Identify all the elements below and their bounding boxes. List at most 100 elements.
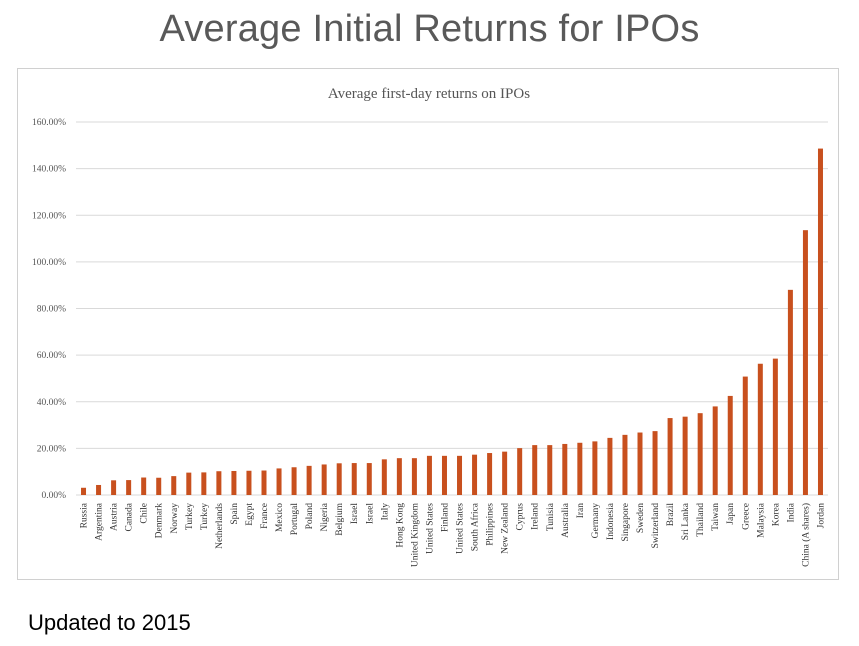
bar [276,468,282,495]
y-tick-label: 60.00% [37,351,66,361]
bar [502,451,508,495]
bar [757,363,763,495]
y-tick-label: 120.00% [32,211,66,221]
bar [291,467,297,495]
bar [457,455,463,495]
bar [81,487,87,495]
x-tick-label: Belgium [335,502,345,535]
x-tick-label: Australia [561,502,571,538]
x-tick-label: Italy [380,503,390,521]
bar [577,442,583,495]
x-tick-label: United Kingdom [410,502,420,567]
bar [426,455,432,495]
bar [126,480,132,495]
bar [622,434,628,495]
bar [547,445,553,495]
bar [441,455,447,495]
bar [336,463,342,495]
x-tick-label: Korea [771,502,781,526]
bar [607,437,613,495]
x-tick-label: Hong Kong [395,503,405,548]
x-tick-label: Switzerland [651,503,661,549]
x-tick-label: Portugal [290,503,300,536]
x-tick-label: Indonesia [606,502,616,540]
x-tick-label: Turkey [200,503,210,530]
bar [366,463,372,495]
bar [111,480,117,495]
y-tick-label: 160.00% [32,118,66,128]
x-tick-label: Russia [80,502,90,528]
bar [787,289,793,495]
y-tick-label: 20.00% [37,444,66,454]
bar [141,477,147,495]
bar [742,376,748,495]
x-tick-label: Malaysia [756,502,766,538]
x-tick-label: Austria [110,502,120,531]
bar [216,471,222,495]
bar [772,358,778,495]
footnote: Updated to 2015 [28,610,191,635]
x-tick-label: Tunisia [546,502,556,531]
bar [652,431,658,495]
bar [231,470,237,495]
bar [96,484,102,495]
bar [817,148,823,496]
bar [351,463,357,495]
bar [592,441,598,495]
bar [667,418,673,495]
bar [532,445,538,495]
x-tick-label: Finland [440,503,450,532]
chart-title: Average first-day returns on IPOs [328,86,530,102]
x-tick-label: Iran [576,503,586,519]
x-tick-label: France [260,503,270,529]
bar [261,470,267,495]
x-tick-label: Sri Lanka [681,502,691,540]
bar [637,432,643,495]
x-tick-label: Nigeria [320,502,330,531]
bar [381,459,387,495]
x-tick-label: Greece [741,503,751,530]
x-tick-label: Poland [305,503,315,530]
x-tick-label: Chile [140,503,150,524]
x-tick-label: Sweden [636,503,646,533]
chart-frame: Average first-day returns on IPOs 0.00% 2… [17,68,839,580]
x-tick-label: Philippines [486,503,496,546]
bar [472,454,478,495]
x-tick-label: Argentina [95,502,105,541]
x-tick-label: Thailand [696,503,706,537]
bar [697,413,703,495]
x-tick-label: Netherlands [215,503,225,549]
gridlines [76,121,828,496]
x-tick-label: Israel [365,503,375,524]
y-tick-label: 40.00% [37,398,66,408]
x-tick-label: Taiwan [711,503,721,531]
bars [81,148,823,496]
y-axis-ticks: 0.00% 20.00% 40.00% 60.00% 80.00% 100.00% 120.… [32,118,66,501]
y-tick-label: 80.00% [37,305,66,315]
x-tick-label: Singapore [621,503,631,542]
x-tick-label: New Zealand [501,503,511,554]
bar [306,465,312,495]
bar [201,472,207,495]
x-tick-label: Jordan [816,503,826,529]
y-tick-label: 0.00% [41,491,66,501]
x-tick-label: Denmark [155,503,165,539]
bar [246,470,252,495]
bar [727,395,733,495]
bar [712,406,718,495]
x-tick-label: Israel [350,503,360,524]
bar [802,230,808,496]
x-tick-label: Spain [230,503,240,525]
x-tick-label: Turkey [185,503,195,530]
bar [682,416,688,495]
bar [562,443,568,495]
bar [321,464,327,495]
x-tick-label: China (A shares) [800,503,811,567]
x-tick-label: Egypt [245,503,255,526]
x-tick-label: Brazil [666,503,676,527]
bar [411,458,417,495]
bar [487,453,493,495]
y-tick-label: 140.00% [32,165,66,175]
y-tick-label: 100.00% [32,258,66,268]
x-tick-label: Ireland [531,503,541,530]
